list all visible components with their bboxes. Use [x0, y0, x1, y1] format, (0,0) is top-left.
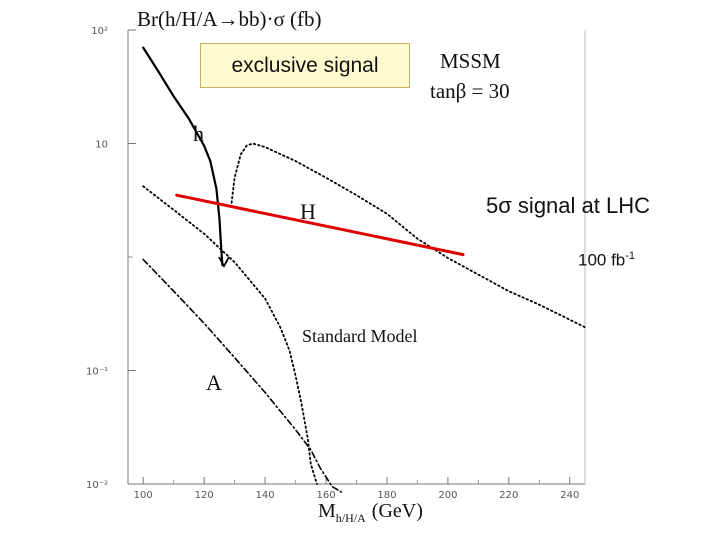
y-tick-label-10: 10	[95, 140, 108, 151]
curves	[142, 46, 586, 493]
x-tick-label-200: 200	[438, 490, 457, 501]
x-tick-label-120: 120	[195, 490, 214, 501]
curve-a	[142, 258, 343, 493]
chart-texts: 100 120 140 160 180 200 220 240 10² 10 10⁻¹ 10⁻² Br(…	[86, 7, 579, 525]
y-tick-label-0.01: 10⁻²	[86, 480, 108, 491]
curve-standard-model	[142, 185, 318, 485]
curve-h	[142, 46, 226, 267]
y-tick-label-0.1: 10⁻¹	[86, 367, 108, 378]
x-tick-label-140: 140	[256, 490, 275, 501]
x-tick-label-100: 100	[134, 490, 153, 501]
annotation-A: A	[206, 370, 222, 395]
luminosity-value: 100 fb	[578, 250, 626, 270]
annotation-H: H	[300, 199, 316, 224]
y-tick-label-100: 10²	[91, 26, 108, 37]
axes	[127, 29, 586, 485]
x-axis-label: Mh/H/A (GeV)	[318, 500, 423, 525]
h-curve-arrowhead	[218, 256, 230, 268]
x-tick-label-220: 220	[499, 490, 518, 501]
chart-title: Br(h/H/A→bb)·σ (fb)	[137, 7, 322, 31]
curve-h	[230, 142, 586, 329]
annotation-h: h	[193, 121, 204, 146]
annotation-tanbeta: tanβ = 30	[430, 79, 510, 103]
exclusive-signal-label: exclusive signal	[231, 53, 379, 77]
exclusive-signal-box: exclusive signal	[200, 43, 410, 88]
luminosity-label: 100 fb-1	[578, 250, 635, 271]
annotation-standard-model: Standard Model	[302, 326, 417, 346]
annotation-mssm: MSSM	[440, 49, 501, 73]
signal-label: 5σ signal at LHC	[486, 193, 650, 218]
curve-lhc-signal	[175, 193, 465, 257]
x-tick-label-240: 240	[560, 490, 579, 501]
x-tick-label-180: 180	[377, 490, 396, 501]
x-tick-label-160: 160	[316, 490, 335, 501]
luminosity-exponent: -1	[625, 250, 636, 262]
